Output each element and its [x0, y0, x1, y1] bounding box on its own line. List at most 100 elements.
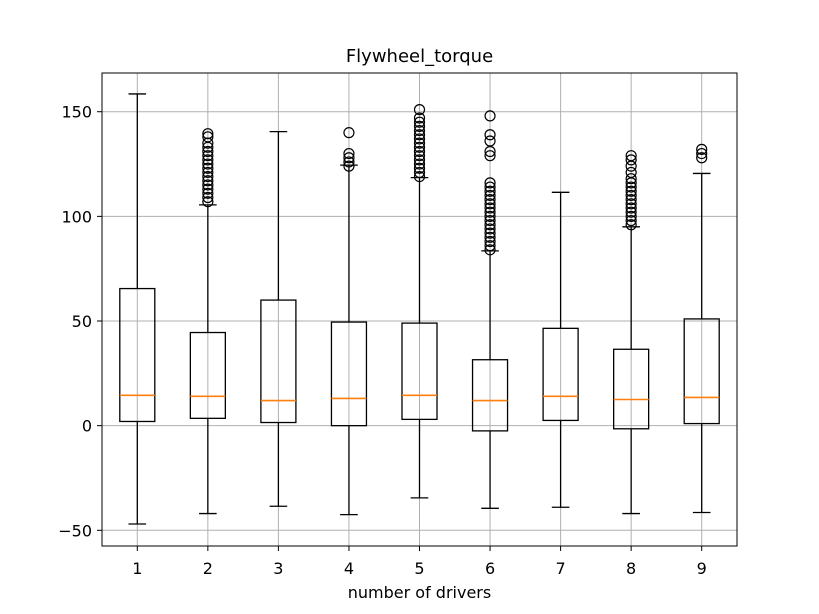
outlier-point: [696, 152, 708, 164]
x-tick-label: 6: [485, 559, 495, 578]
box-group: [260, 130, 297, 507]
outlier-point: [484, 223, 496, 235]
outlier-point: [343, 156, 355, 168]
outlier-point: [413, 133, 426, 145]
outlier-point: [625, 181, 637, 193]
outlier-point: [413, 129, 426, 141]
y-axis: −50 0 50 100 150: [58, 103, 102, 540]
box: [119, 287, 156, 423]
outlier-point: [202, 191, 214, 204]
outlier-point: [413, 120, 426, 132]
y-tick-label: 100: [61, 207, 92, 226]
outlier-point: [202, 170, 214, 183]
outlier-point: [625, 189, 637, 202]
outlier-point: [413, 141, 426, 153]
outlier-point: [625, 210, 637, 222]
outlier-point: [625, 154, 637, 166]
outlier-point: [484, 210, 496, 222]
outlier-point: [625, 166, 637, 179]
outlier-point: [625, 198, 637, 210]
outlier-point: [484, 177, 496, 189]
outlier-point: [202, 187, 214, 199]
outlier-point: [202, 175, 214, 187]
outlier-point: [202, 166, 214, 179]
y-tick-label: 0: [82, 417, 92, 436]
box-group: [542, 191, 579, 508]
outlier-point: [413, 162, 426, 174]
outlier-point: [343, 147, 355, 160]
outlier-point: [484, 206, 496, 218]
outlier-point: [484, 194, 496, 206]
outlier-point: [413, 158, 426, 170]
outlier-point: [413, 112, 426, 124]
outlier-point: [484, 244, 496, 256]
box: [401, 322, 438, 421]
outlier-point: [625, 185, 637, 197]
box-group: [683, 143, 720, 514]
box: [613, 348, 650, 430]
x-tick-label: 1: [132, 559, 142, 578]
outlier-point: [625, 173, 637, 185]
outlier-point: [625, 206, 637, 218]
outlier-point: [413, 145, 426, 158]
outlier-point: [484, 240, 496, 252]
y-tick-label: −50: [58, 521, 92, 540]
x-tick-label: 2: [203, 559, 213, 578]
box-group: [189, 128, 227, 515]
outlier-point: [484, 189, 496, 202]
box-group: [401, 104, 438, 499]
x-tick-label: 4: [344, 559, 354, 578]
box: [330, 321, 368, 427]
outlier-point: [202, 145, 214, 158]
outlier-point: [484, 202, 496, 214]
chart-title: Flywheel_torque: [346, 46, 493, 67]
x-tick-label: 8: [626, 559, 636, 578]
outlier-point: [202, 128, 214, 140]
box: [471, 359, 509, 432]
x-tick-label: 3: [273, 559, 283, 578]
box-group: [613, 150, 650, 515]
x-tick-label: 5: [414, 559, 424, 578]
outlier-point: [343, 127, 355, 139]
x-tick-label: 7: [556, 559, 566, 578]
outlier-point: [484, 181, 496, 193]
outlier-point: [484, 150, 496, 162]
outlier-point: [413, 124, 426, 137]
outlier-point: [625, 214, 637, 227]
outlier-point: [696, 143, 708, 155]
outlier-point: [413, 154, 426, 166]
outlier-point: [343, 152, 355, 164]
x-axis: 1 2 3 4 5 6 7 8 9: [132, 546, 707, 578]
outlier-point: [484, 231, 496, 243]
outlier-point: [484, 185, 496, 197]
outlier-point: [484, 227, 496, 239]
outlier-point: [625, 150, 637, 162]
outlier-point: [202, 162, 214, 174]
outlier-point: [202, 196, 214, 208]
outlier-point: [484, 110, 496, 122]
outlier-point: [484, 129, 496, 141]
outlier-point: [413, 104, 426, 116]
outlier-point: [413, 170, 426, 183]
x-axis-label: number of drivers: [348, 583, 491, 602]
outlier-point: [484, 214, 496, 227]
box: [189, 331, 227, 419]
x-tick-label: 9: [697, 559, 707, 578]
outlier-point: [202, 179, 214, 191]
outlier-point: [625, 202, 637, 214]
outlier-point: [484, 235, 496, 248]
outlier-point: [413, 116, 426, 128]
box: [260, 299, 297, 424]
box: [683, 318, 720, 425]
box-group: [471, 110, 509, 509]
outlier-point: [625, 194, 637, 206]
y-tick-label: 150: [61, 103, 92, 122]
outlier-point: [202, 158, 214, 170]
outlier-point: [625, 219, 637, 231]
outlier-point: [413, 166, 426, 179]
outlier-point: [202, 150, 214, 162]
outlier-point: [202, 131, 214, 143]
outlier-point: [202, 154, 214, 166]
outlier-point: [484, 198, 496, 210]
outlier-point: [484, 135, 496, 147]
